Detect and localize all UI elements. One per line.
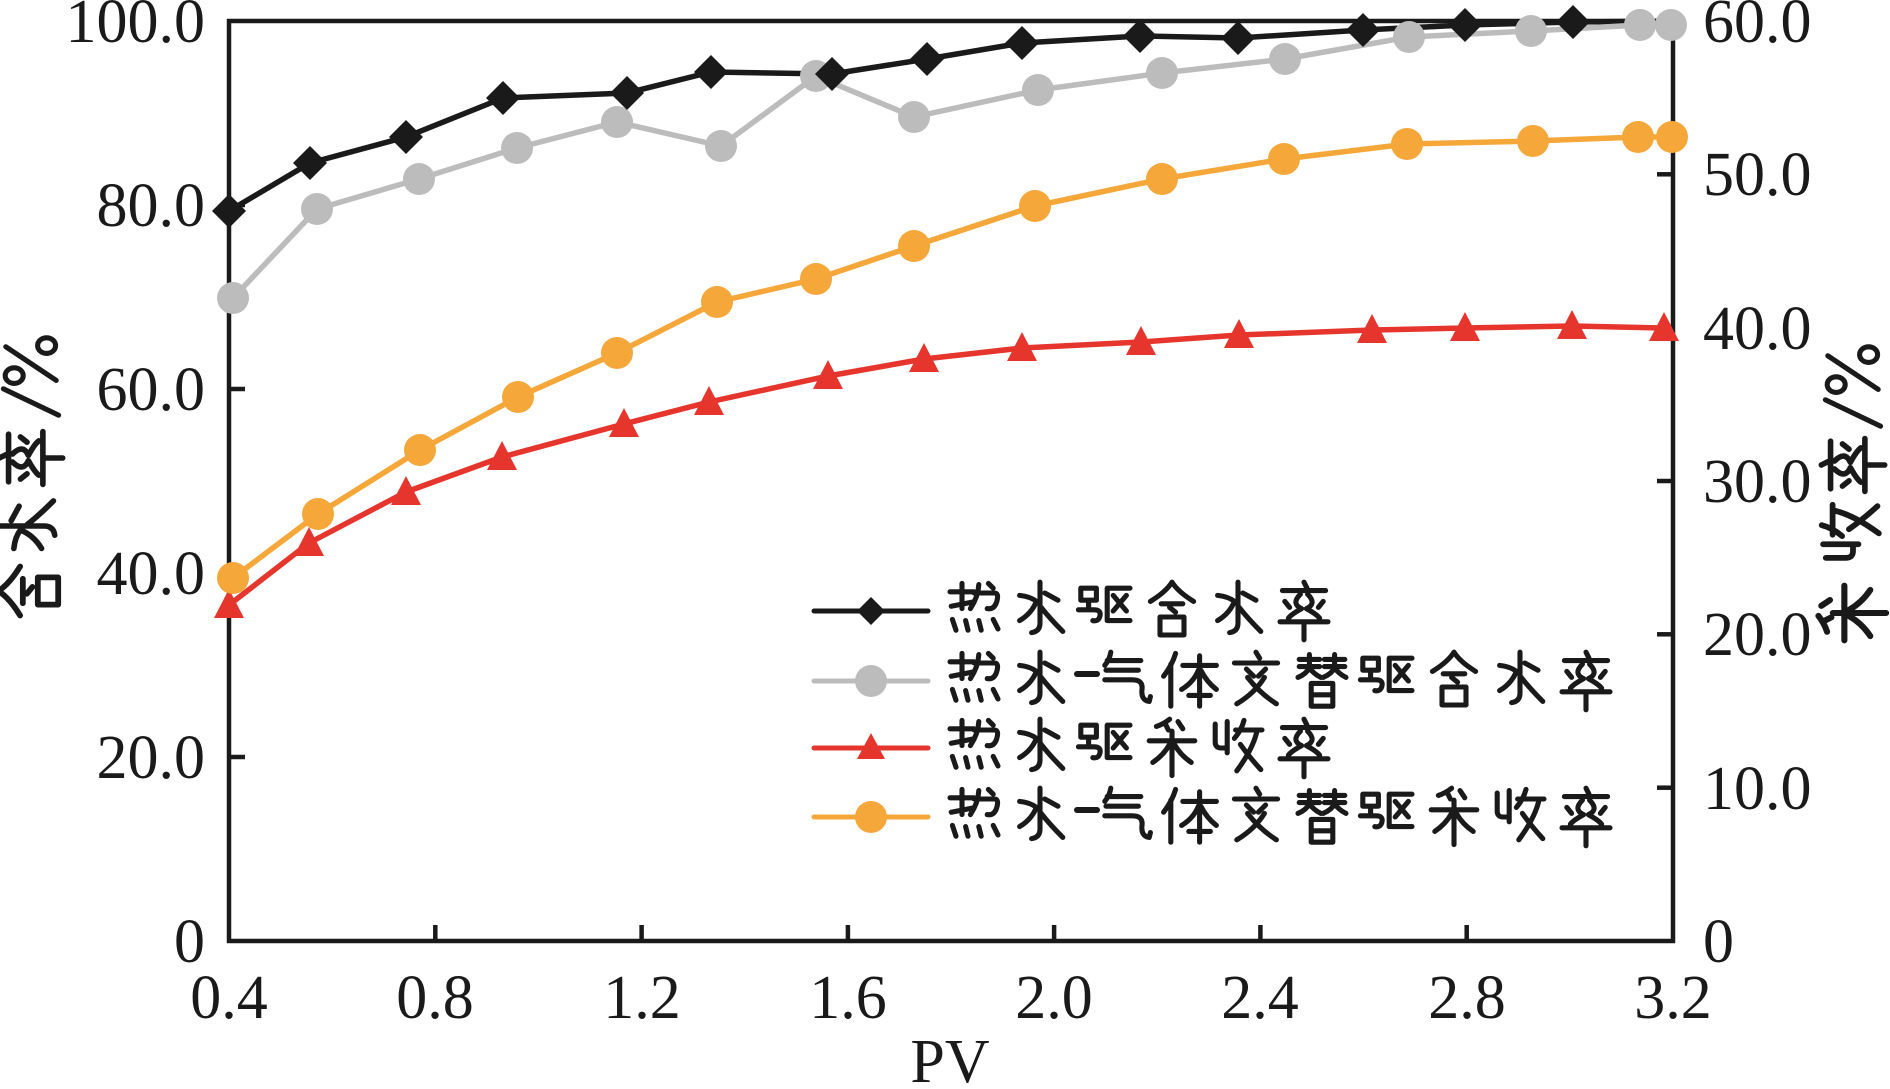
svg-text:40.0: 40.0 [97, 540, 206, 608]
svg-text:1.2: 1.2 [603, 964, 681, 1032]
svg-text:60.0: 60.0 [97, 356, 206, 424]
svg-text:60.0: 60.0 [1703, 0, 1812, 56]
svg-text:PV: PV [910, 1028, 989, 1084]
svg-text:20.0: 20.0 [97, 724, 206, 792]
svg-text:2.0: 2.0 [1015, 964, 1093, 1032]
svg-text:2.8: 2.8 [1428, 964, 1506, 1032]
svg-text:20.0: 20.0 [1703, 601, 1812, 669]
svg-text:50.0: 50.0 [1703, 141, 1812, 209]
svg-text:80.0: 80.0 [97, 172, 206, 240]
svg-text:30.0: 30.0 [1703, 448, 1812, 516]
svg-text:0: 0 [174, 908, 205, 976]
svg-text:1.6: 1.6 [809, 964, 887, 1032]
svg-text:3.2: 3.2 [1634, 964, 1712, 1032]
svg-text:0.8: 0.8 [396, 964, 474, 1032]
svg-text:0: 0 [1703, 908, 1734, 976]
svg-text:40.0: 40.0 [1703, 295, 1812, 363]
svg-text:100.0: 100.0 [66, 0, 206, 56]
svg-text:10.0: 10.0 [1703, 755, 1812, 823]
svg-text:2.4: 2.4 [1221, 964, 1299, 1032]
svg-text:0.4: 0.4 [190, 964, 268, 1032]
